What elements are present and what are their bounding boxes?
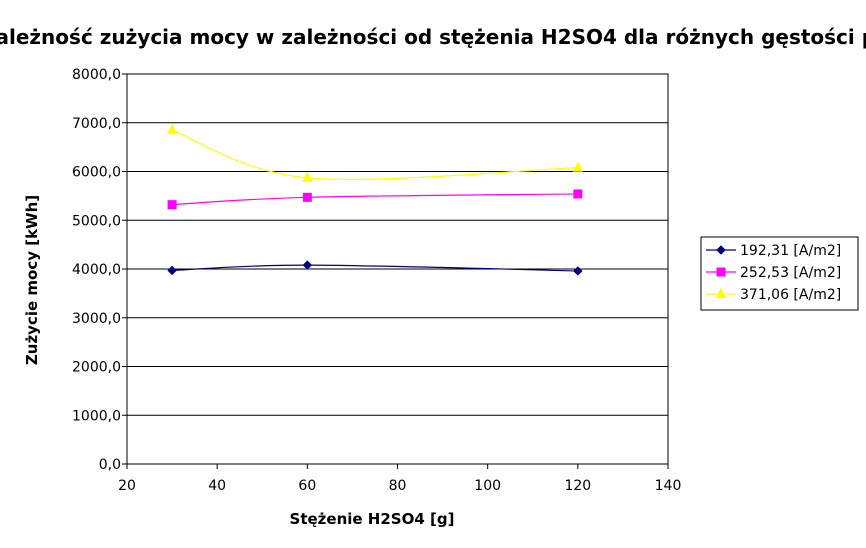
y-tick-label: 7000,0 — [72, 116, 121, 132]
series-line-2 — [172, 193, 578, 206]
y-axis-label: Zużycie mocy [kWh] — [23, 195, 41, 365]
x-tick-label: 40 — [208, 478, 226, 494]
x-tick-label: 20 — [118, 478, 136, 494]
plot-border — [126, 73, 669, 465]
data-point-series-1 — [302, 260, 313, 270]
legend-marker-1 — [716, 245, 726, 255]
x-tick-label: 80 — [389, 478, 407, 494]
x-axis-label: Stężenie H2SO4 [g] — [290, 510, 455, 528]
legend-label-3: 371,06 [A/m2] — [740, 287, 841, 303]
legend-marker-2 — [716, 267, 726, 277]
data-point-series-1 — [167, 265, 177, 276]
chart-title: Zależność zużycia mocy w zależności od s… — [0, 25, 866, 49]
legend-label-1: 192,31 [A/m2] — [740, 243, 841, 259]
legend-marker-3 — [715, 287, 727, 298]
y-tick-label: 1000,0 — [72, 408, 121, 424]
x-tick-label: 60 — [298, 478, 316, 494]
data-point-series-1 — [573, 266, 583, 276]
data-point-series-2 — [167, 200, 177, 210]
series-line-1 — [172, 264, 578, 272]
y-tick-label: 4000,0 — [72, 262, 121, 278]
x-tick-label: 120 — [564, 478, 591, 494]
y-tick-label: 6000,0 — [72, 165, 121, 181]
legend-box — [700, 236, 859, 311]
data-point-series-3 — [572, 161, 584, 172]
y-tick-label: 3000,0 — [72, 311, 121, 327]
y-tick-label: 0,0 — [99, 457, 121, 473]
legend-label-2: 252,53 [A/m2] — [740, 265, 841, 281]
data-point-series-2 — [573, 189, 583, 199]
data-point-series-2 — [302, 192, 312, 202]
plot-area: 0,0 1000,0 2000,0 3000,0 4000,0 5000,0 6000,0 7… — [72, 67, 681, 494]
x-tick-label: 100 — [474, 478, 501, 494]
x-tick-label: 140 — [655, 478, 682, 494]
y-tick-label: 2000,0 — [72, 360, 121, 376]
data-point-series-3 — [302, 171, 313, 182]
y-tick-label: 8000,0 — [72, 67, 121, 83]
legend: 192,31 [A/m2] 252,53 [A/m2] 371,06 [A/m2] — [700, 236, 859, 311]
y-tick-label: 5000,0 — [72, 213, 121, 229]
series-line-3 — [171, 129, 578, 180]
data-point-series-3 — [166, 123, 178, 135]
